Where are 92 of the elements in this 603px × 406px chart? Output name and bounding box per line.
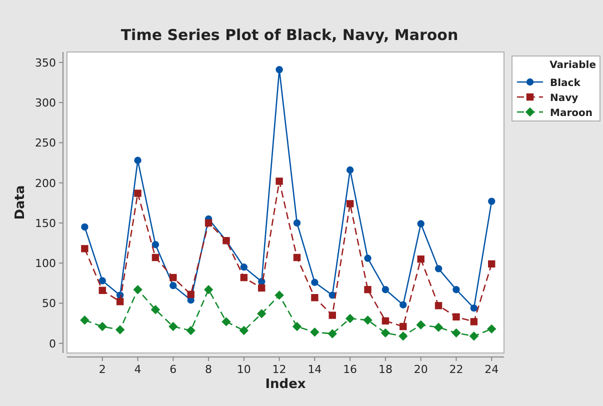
chart-title: Time Series Plot of Black, Navy, Maroon [120, 26, 458, 44]
point [134, 156, 142, 164]
point [204, 219, 212, 227]
point [382, 286, 390, 294]
point [346, 166, 354, 174]
point [293, 219, 301, 227]
x-tick-label: 24 [484, 363, 499, 376]
point [382, 317, 390, 324]
point [240, 274, 248, 282]
x-axis-title: Index [265, 377, 306, 392]
point [81, 223, 88, 231]
y-tick-label: 250 [35, 136, 56, 150]
point [400, 322, 407, 330]
point [328, 312, 336, 319]
point [311, 278, 318, 286]
x-tick-label: 6 [170, 363, 177, 376]
point [240, 264, 248, 271]
x-tick-label: 14 [308, 363, 322, 376]
point [116, 298, 124, 306]
point [134, 190, 142, 197]
point [310, 328, 320, 337]
y-tick-label: 50 [42, 297, 56, 310]
point [380, 328, 390, 338]
legend-label: Navy [550, 93, 579, 104]
point [222, 317, 231, 326]
x-tick-label: 8 [205, 363, 212, 376]
point [98, 322, 107, 332]
point [170, 282, 177, 290]
point [363, 315, 372, 325]
point [187, 290, 194, 298]
point [434, 265, 442, 272]
point [452, 328, 461, 338]
point [452, 286, 460, 294]
point [276, 178, 283, 185]
x-tick-label: 2 [98, 363, 106, 376]
point [417, 255, 424, 263]
point [346, 200, 354, 208]
point [80, 315, 90, 325]
point [328, 329, 337, 338]
x-tick-label: 10 [236, 363, 251, 376]
point [186, 326, 196, 336]
legend-label: Black [550, 78, 581, 89]
y-tick-label: 350 [35, 56, 56, 70]
point [345, 314, 355, 324]
y-tick-label: 200 [35, 176, 56, 190]
y-axis-title: Data [13, 185, 28, 220]
point [488, 198, 496, 205]
y-tick-label: 100 [35, 257, 56, 270]
point [434, 322, 444, 332]
point [398, 332, 408, 341]
point [487, 324, 496, 334]
point [470, 318, 478, 326]
x-tick-label: 20 [414, 363, 428, 376]
point [204, 284, 214, 294]
point [276, 66, 283, 74]
point [417, 220, 424, 228]
x-tick-label: 12 [272, 363, 286, 376]
point [470, 304, 478, 312]
point [416, 320, 426, 330]
y-tick-label: 300 [35, 96, 56, 110]
point [469, 332, 479, 341]
point [170, 274, 177, 282]
legend-label: Maroon [550, 108, 592, 119]
point [168, 322, 178, 332]
point [150, 305, 160, 314]
point [274, 290, 284, 300]
x-tick-label: 22 [449, 363, 464, 376]
x-tick-label: 18 [378, 363, 392, 376]
y-tick-label: 150 [35, 216, 56, 230]
point [452, 313, 460, 320]
point [488, 260, 496, 268]
point [257, 309, 266, 318]
legend-title: Variable [550, 60, 596, 71]
point [400, 301, 407, 308]
point [98, 286, 106, 294]
point [98, 277, 106, 284]
x-tick-label: 4 [134, 363, 142, 376]
point [152, 241, 160, 248]
point [258, 284, 266, 292]
point [133, 284, 142, 294]
point [364, 254, 372, 262]
point [434, 302, 442, 310]
x-tick-label: 16 [343, 363, 358, 376]
point [81, 245, 88, 252]
point [364, 286, 372, 294]
point [239, 326, 249, 336]
point [115, 325, 125, 334]
point [311, 294, 318, 302]
point [293, 254, 301, 262]
y-tick-label: 0 [49, 337, 56, 350]
point [152, 254, 160, 262]
point [292, 322, 302, 332]
